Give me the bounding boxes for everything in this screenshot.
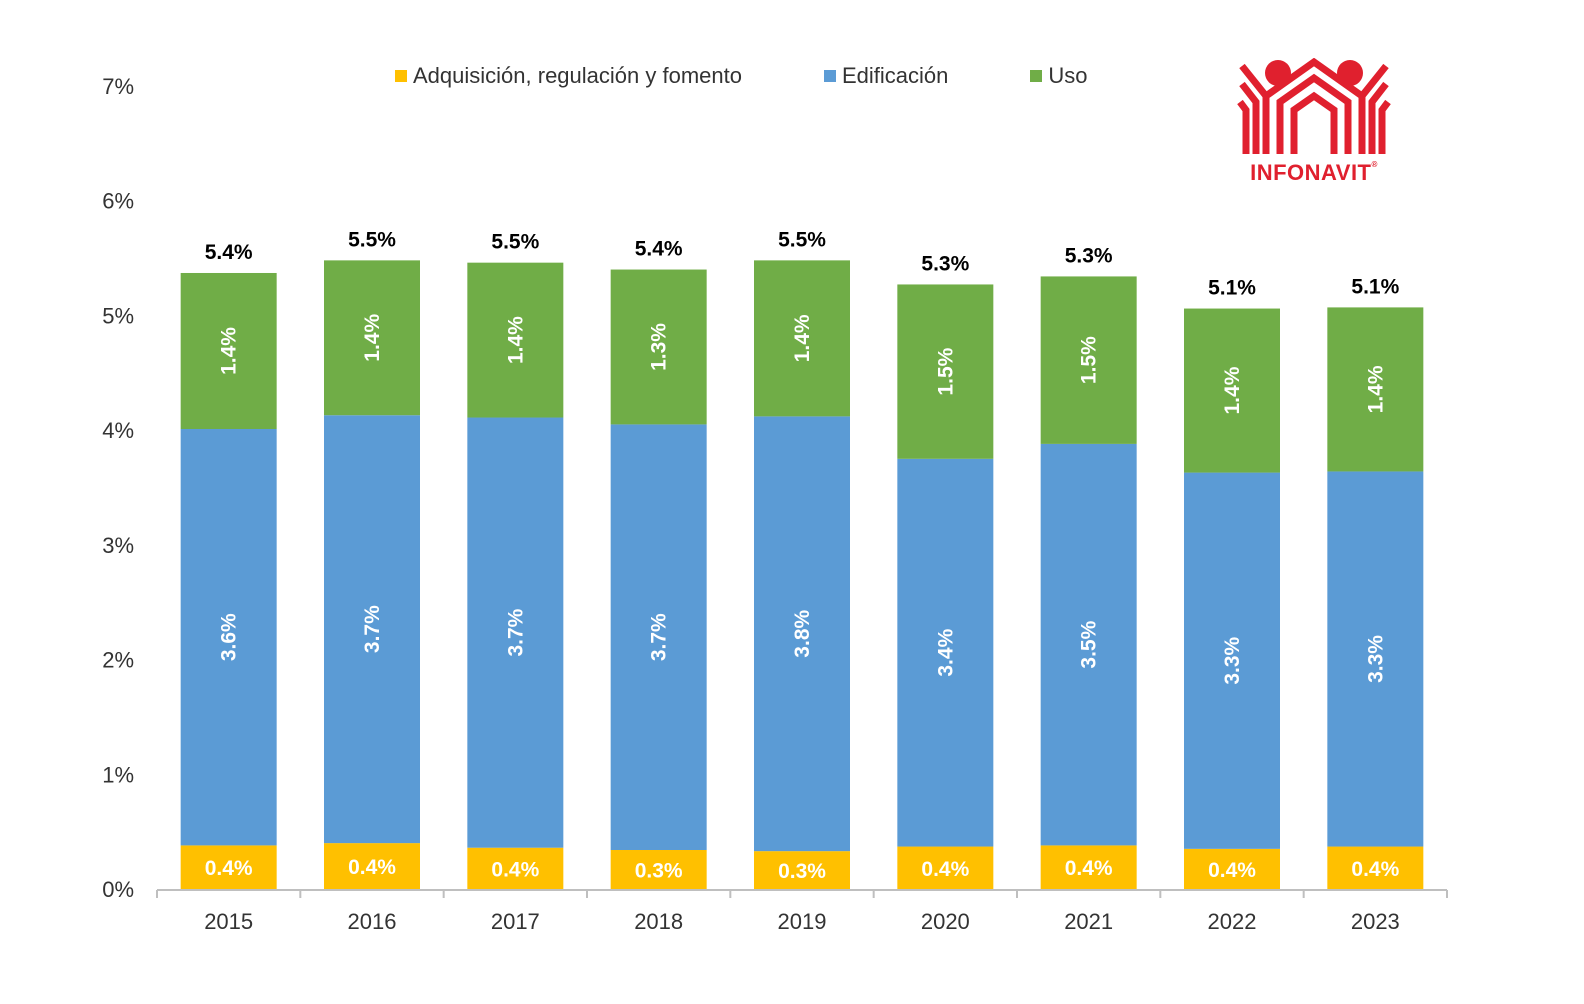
segment-data-label: 3.7% — [648, 613, 671, 661]
legend-item-uso[interactable]: Uso — [1030, 63, 1087, 89]
x-tick-label: 2017 — [491, 909, 540, 934]
registered-mark: ® — [1371, 160, 1378, 169]
segment-data-label: 1.5% — [1078, 336, 1101, 384]
segment-data-label: 3.6% — [218, 613, 241, 661]
x-tick-label: 2018 — [634, 909, 683, 934]
total-data-label: 5.3% — [1065, 244, 1113, 267]
infonavit-emblem-icon — [1237, 57, 1391, 154]
x-tick-label: 2015 — [204, 909, 253, 934]
legend-item-edificacion[interactable]: Edificación — [823, 63, 949, 89]
segment-data-label: 3.7% — [504, 608, 527, 656]
infonavit-logo: INFONAVIT® — [1236, 57, 1392, 186]
legend-swatch-edificacion — [823, 70, 836, 82]
segment-data-label: 1.5% — [934, 347, 957, 395]
total-data-label: 5.1% — [1351, 275, 1399, 298]
bar-segment-uso — [1327, 307, 1424, 472]
segment-data-label: 1.4% — [361, 314, 384, 362]
y-tick-label: 5% — [102, 303, 134, 328]
y-tick-label: 6% — [102, 189, 134, 214]
legend-label-edificacion: Edificación — [841, 63, 949, 88]
segment-data-label: 0.4% — [491, 858, 539, 881]
segment-data-label: 3.3% — [1221, 636, 1244, 684]
x-tick-label: 2023 — [1351, 909, 1400, 934]
segment-data-label: 1.4% — [1221, 366, 1244, 414]
x-tick-label: 2016 — [348, 909, 397, 934]
bar-segment-edificacion — [324, 415, 420, 844]
total-data-label: 5.4% — [635, 238, 683, 261]
bar-segment-uso — [1040, 276, 1137, 444]
legend-swatch-adquisicion — [395, 70, 407, 82]
bar-segment-adquisicion — [754, 851, 850, 889]
segment-data-label: 0.4% — [1208, 859, 1256, 882]
bar-segment-uso — [610, 269, 707, 425]
segment-data-label: 1.4% — [504, 316, 527, 364]
segment-data-label: 3.7% — [361, 605, 384, 653]
x-tick-label: 2019 — [778, 909, 827, 934]
y-tick-label: 7% — [102, 74, 134, 99]
bar-segment-adquisicion — [180, 845, 277, 889]
bar-segment-uso — [180, 272, 277, 429]
segment-data-label: 0.3% — [778, 860, 826, 883]
bar-segment-edificacion — [1184, 472, 1280, 849]
segment-data-label: 0.3% — [635, 859, 683, 882]
segment-data-label: 3.8% — [791, 610, 814, 658]
segment-data-label: 0.4% — [1351, 858, 1399, 881]
legend-item-adquisicion[interactable]: Adquisición, regulación y fomento — [395, 63, 742, 89]
bar-segment-edificacion — [180, 428, 277, 846]
segment-data-label: 3.4% — [934, 628, 957, 676]
segment-data-label: 3.5% — [1078, 620, 1101, 668]
total-data-label: 5.5% — [778, 228, 826, 251]
bar-segment-adquisicion — [610, 849, 707, 889]
chart-legend: Adquisición, regulación y fomento Edific… — [395, 62, 1087, 90]
total-data-label: 5.4% — [205, 241, 253, 264]
segment-data-label: 0.4% — [1065, 857, 1113, 880]
bar-segment-uso — [324, 260, 420, 416]
total-data-label: 5.5% — [348, 228, 396, 251]
y-tick-label: 1% — [102, 762, 134, 787]
total-data-label: 5.1% — [1208, 277, 1256, 300]
bar-segment-edificacion — [754, 416, 850, 852]
y-tick-label: 2% — [102, 648, 134, 673]
bar-segment-adquisicion — [1184, 848, 1280, 889]
segment-data-label: 1.4% — [791, 314, 814, 362]
segment-data-label: 0.4% — [921, 858, 969, 881]
segment-data-label: 0.4% — [348, 856, 396, 879]
bar-segment-edificacion — [610, 424, 707, 850]
segment-data-label: 1.4% — [1364, 365, 1387, 413]
segment-data-label: 3.3% — [1364, 635, 1387, 683]
x-tick-label: 2021 — [1064, 909, 1113, 934]
x-tick-label: 2022 — [1208, 909, 1257, 934]
bar-segment-adquisicion — [1327, 846, 1424, 889]
y-tick-label: 0% — [102, 877, 134, 902]
bar-segment-uso — [467, 262, 564, 418]
legend-label-uso: Uso — [1048, 63, 1088, 88]
segment-data-label: 1.3% — [648, 323, 671, 371]
total-data-label: 5.3% — [921, 252, 969, 275]
bar-segment-adquisicion — [897, 846, 994, 889]
bar-segment-adquisicion — [467, 847, 564, 889]
legend-swatch-uso — [1030, 70, 1043, 82]
y-tick-label: 3% — [102, 533, 134, 558]
logo-text: INFONAVIT — [1250, 160, 1372, 185]
bar-segment-edificacion — [897, 458, 994, 847]
bar-segment-edificacion — [467, 417, 564, 848]
infonavit-wordmark: INFONAVIT® — [1236, 160, 1392, 186]
x-tick-label: 2020 — [921, 909, 970, 934]
bar-segment-uso — [897, 284, 994, 459]
bar-segment-edificacion — [1040, 443, 1137, 846]
total-data-label: 5.5% — [491, 231, 539, 254]
bar-segment-uso — [754, 260, 850, 417]
legend-label-adquisicion: Adquisición, regulación y fomento — [413, 63, 742, 88]
segment-data-label: 1.4% — [218, 327, 241, 375]
bar-segment-adquisicion — [324, 843, 420, 889]
segment-data-label: 0.4% — [205, 857, 253, 880]
bar-segment-adquisicion — [1040, 845, 1137, 889]
bar-segment-edificacion — [1327, 471, 1424, 847]
y-tick-label: 4% — [102, 418, 134, 443]
bar-segment-uso — [1184, 308, 1280, 473]
